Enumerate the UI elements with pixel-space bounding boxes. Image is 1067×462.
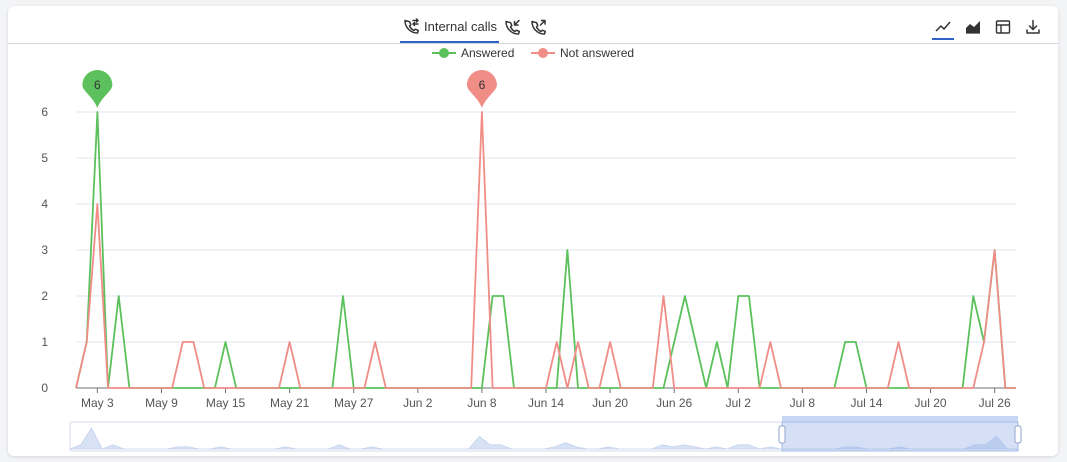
x-tick-label: May 9 xyxy=(145,396,178,410)
zoom-preview xyxy=(69,427,1018,450)
zoom-window-top-bar[interactable] xyxy=(782,416,1018,422)
y-tick-label: 1 xyxy=(41,335,48,349)
phone-outgoing-icon xyxy=(529,19,547,37)
legend-label: Not answered xyxy=(560,46,634,60)
tab-label: Internal calls xyxy=(424,19,497,34)
legend-item[interactable]: Not answered xyxy=(531,46,634,60)
tab-internal-calls[interactable]: Internal calls xyxy=(400,12,499,43)
x-tick-label: May 27 xyxy=(334,396,374,410)
x-tick-label: Jun 26 xyxy=(656,396,692,410)
legend-item[interactable]: Answered xyxy=(432,46,514,60)
zoom-window[interactable] xyxy=(781,421,1019,452)
tab-bar: Internal calls xyxy=(8,6,1058,44)
x-tick-label: Jun 14 xyxy=(528,396,564,410)
phone-transfer-icon xyxy=(402,17,420,36)
x-tick-label: Jul 8 xyxy=(790,396,816,410)
x-tick-label: May 15 xyxy=(206,396,246,410)
download-icon[interactable] xyxy=(1022,14,1044,40)
x-tick-label: Jul 20 xyxy=(915,396,947,410)
pin-shape xyxy=(82,70,113,108)
y-tick-label: 2 xyxy=(41,289,48,303)
max-pin-marker[interactable]: 6 xyxy=(82,70,113,108)
call-type-tabs: Internal calls xyxy=(400,12,551,43)
tab-phone-incoming[interactable] xyxy=(499,12,525,43)
x-tick-label: May 21 xyxy=(270,396,310,410)
chart-toolbar xyxy=(932,14,1044,40)
x-tick-label: Jul 26 xyxy=(979,396,1011,410)
pin-label: 6 xyxy=(479,78,486,92)
x-tick-label: Jul 14 xyxy=(850,396,882,410)
data-zoom-slider[interactable] xyxy=(69,416,1022,452)
chart-series xyxy=(75,111,1016,389)
max-pin-marker[interactable]: 6 xyxy=(466,70,497,108)
x-axis: May 3 May 9 May 15 May 21 May 27 Jun 2 Jun 8 Ju… xyxy=(81,388,1011,410)
legend-marker xyxy=(538,48,548,58)
y-tick-label: 0 xyxy=(41,381,48,395)
table-view-icon[interactable] xyxy=(992,14,1014,40)
tab-phone-outgoing[interactable] xyxy=(525,12,551,43)
x-tick-label: Jun 20 xyxy=(592,396,628,410)
y-tick-label: 5 xyxy=(41,151,48,165)
chart-legend: Answered Not answered xyxy=(432,46,634,60)
y-axis: 0 1 2 3 4 5 6 xyxy=(41,105,48,395)
x-tick-label: Jul 2 xyxy=(726,396,752,410)
series-line-not-answered xyxy=(75,111,1016,389)
chart-card: Internal calls Answered Not answered 0 1 2 3… xyxy=(8,6,1058,456)
zoom-handle-right[interactable] xyxy=(1014,425,1022,444)
x-tick-label: Jun 2 xyxy=(403,396,433,410)
chart-grid xyxy=(76,111,1016,389)
pin-label: 6 xyxy=(94,78,101,92)
legend-marker xyxy=(439,48,449,58)
pin-shape xyxy=(466,70,497,108)
legend-label: Answered xyxy=(461,46,514,60)
line-chart-icon[interactable] xyxy=(932,14,954,40)
phone-incoming-icon xyxy=(503,19,521,37)
x-tick-label: May 3 xyxy=(81,396,114,410)
area-chart-icon[interactable] xyxy=(962,14,984,40)
y-tick-label: 4 xyxy=(41,197,48,211)
y-tick-label: 3 xyxy=(41,243,48,257)
zoom-handle-left[interactable] xyxy=(778,425,786,444)
x-tick-label: Jun 8 xyxy=(467,396,497,410)
y-tick-label: 6 xyxy=(41,105,48,119)
